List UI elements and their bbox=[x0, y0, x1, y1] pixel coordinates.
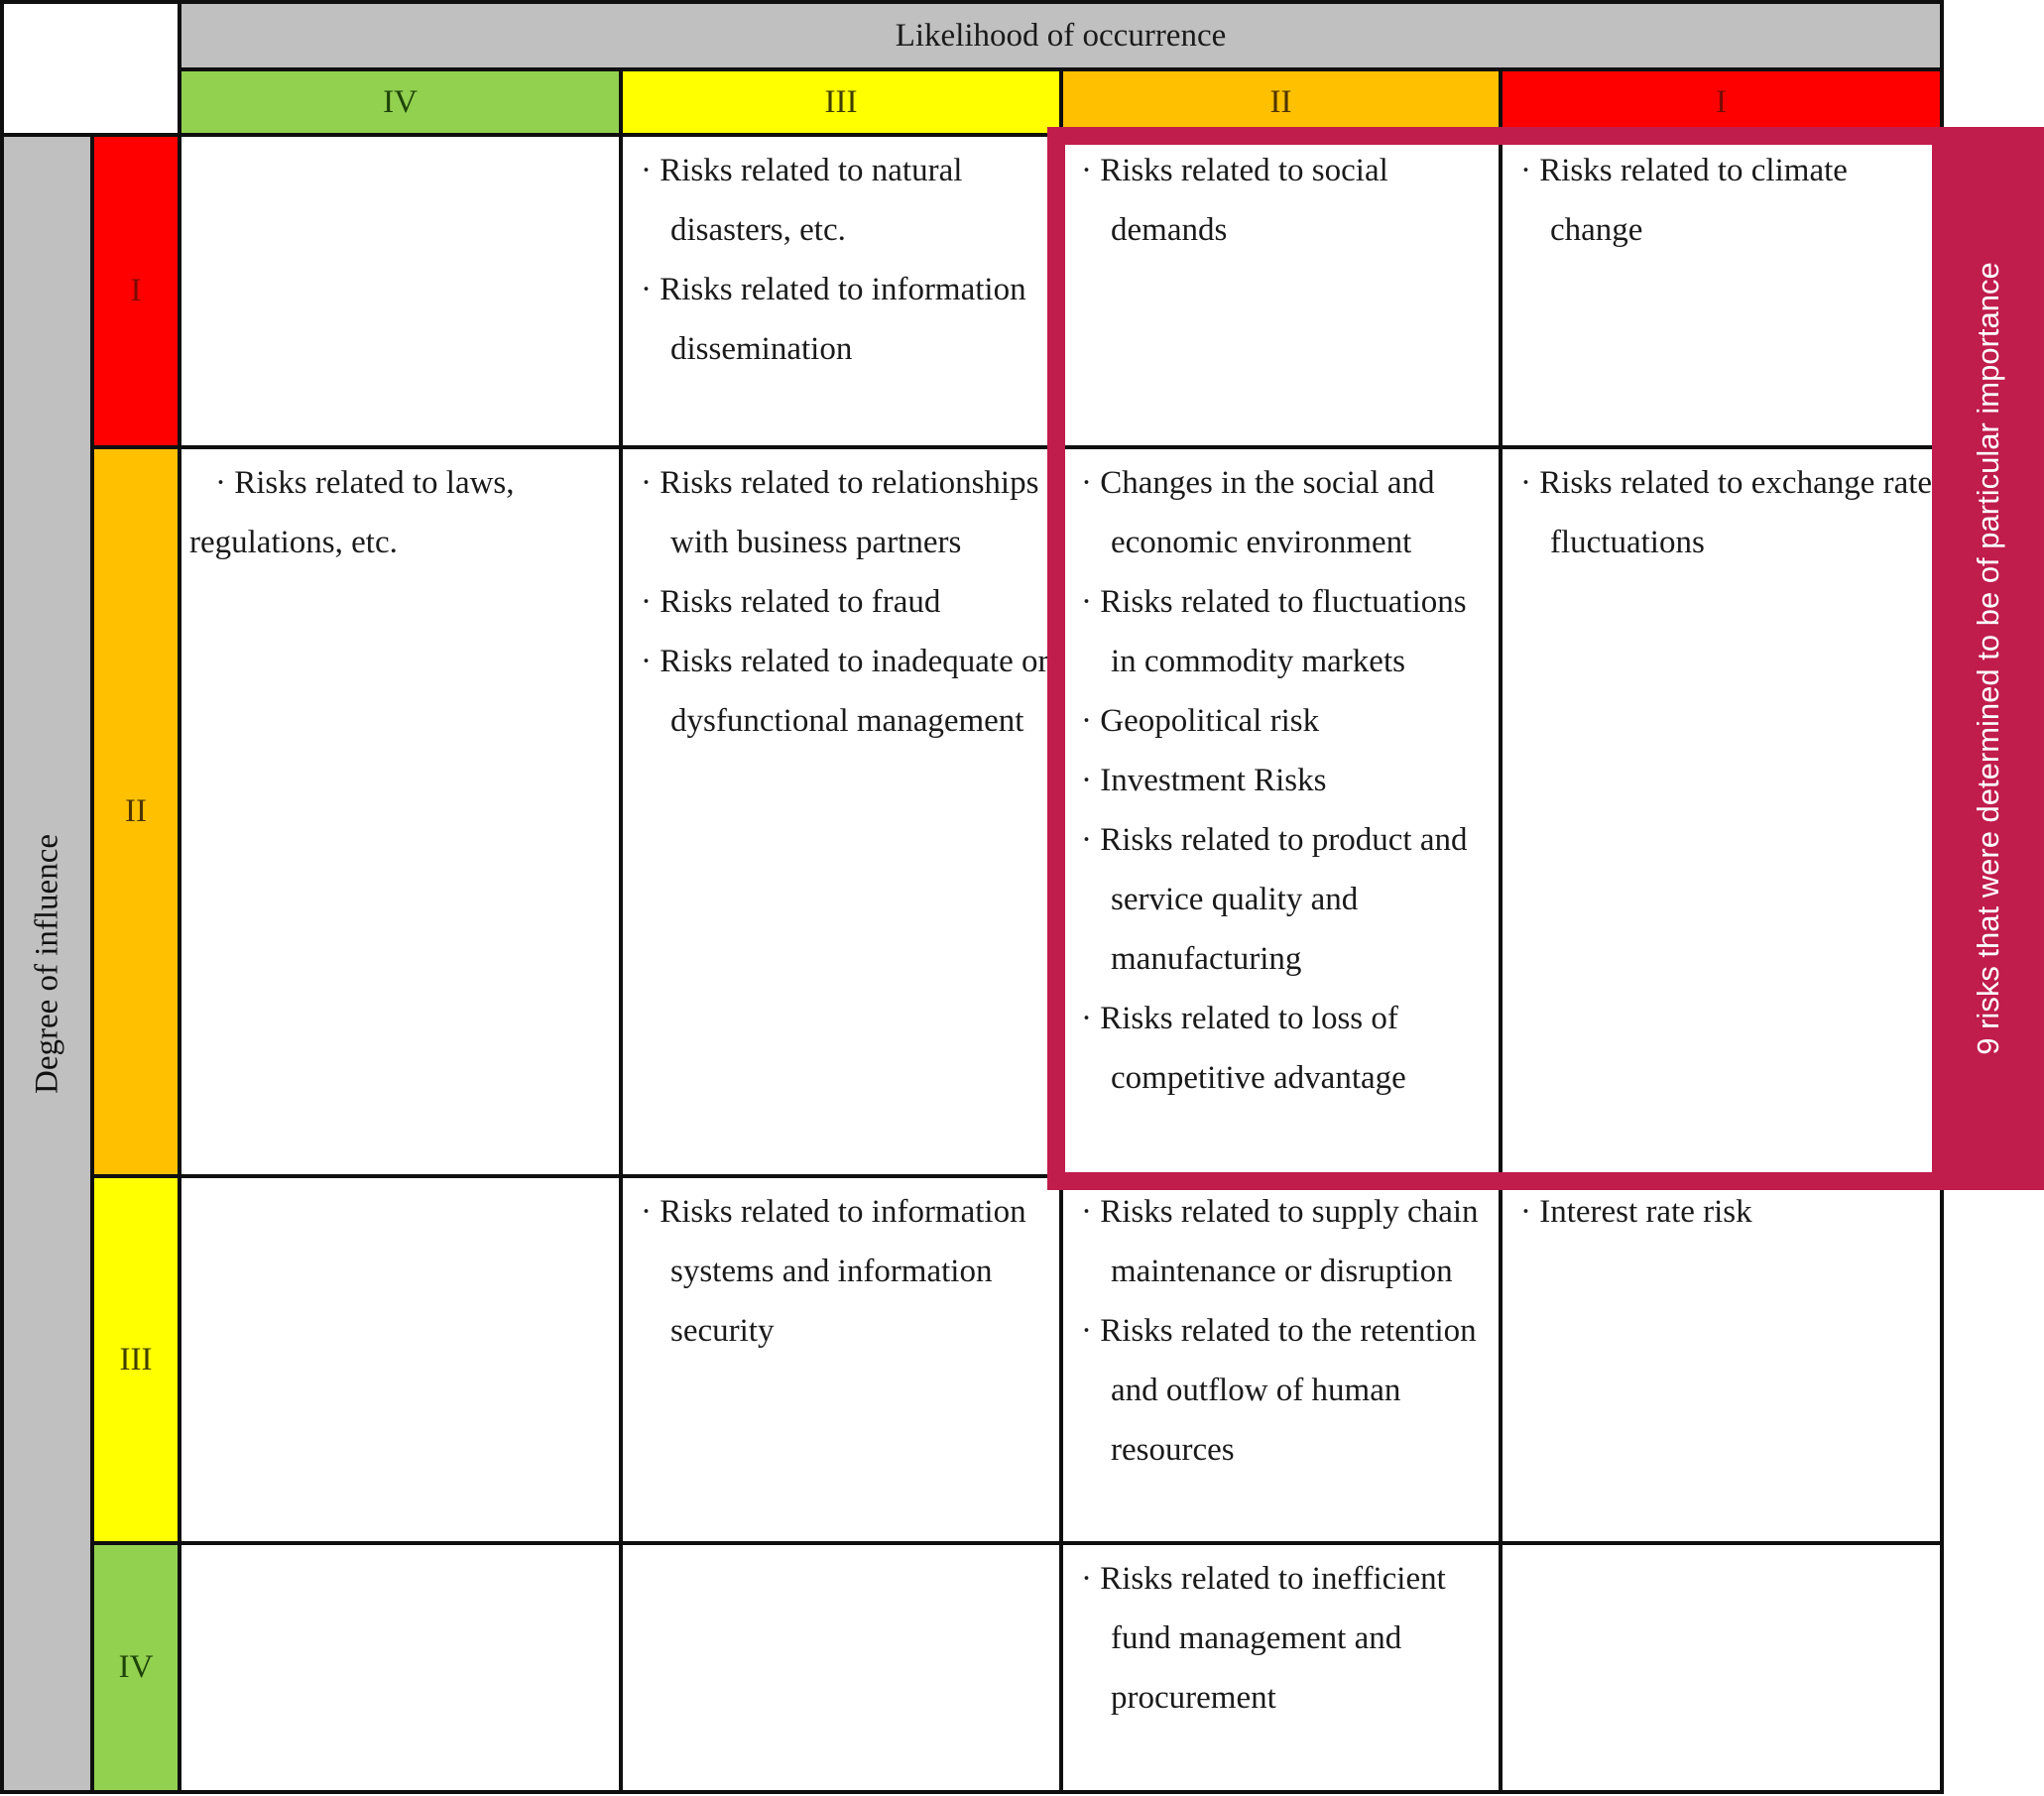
cell-influence-II-likelihood-IV: · Risks related to laws, regulations, et… bbox=[181, 449, 623, 1178]
risk-item: · Risks related to laws, regulations, et… bbox=[189, 465, 515, 560]
risk-item: · Risks related to supply chain maintena… bbox=[1081, 1194, 1479, 1289]
influence-axis-title-wrap: Degree of influence bbox=[4, 137, 90, 1790]
cell-influence-IV-likelihood-II: · Risks related to inefficient fund mana… bbox=[1063, 1545, 1503, 1794]
corner-cell bbox=[0, 0, 181, 137]
risk-item: · Geopolitical risk bbox=[1081, 703, 1320, 739]
risk-item: · Changes in the social and economic env… bbox=[1081, 465, 1435, 560]
risk-item: · Risks related to product and service q… bbox=[1081, 822, 1468, 977]
cell-influence-I-likelihood-IV bbox=[181, 137, 623, 449]
risk-item: · Risks related to exchange rate fluctua… bbox=[1520, 465, 1933, 560]
likelihood-header-I: I bbox=[1503, 71, 1944, 137]
influence-header-III: III bbox=[94, 1178, 181, 1545]
influence-axis-title: Degree of influence bbox=[29, 833, 64, 1094]
risk-item: · Risks related to information dissemina… bbox=[641, 272, 1026, 367]
cell-influence-III-likelihood-IV bbox=[181, 1178, 623, 1545]
important-risks-label: 9 risks that were determined to be of pa… bbox=[1970, 262, 2005, 1055]
risk-item: · Risks related to the retention and out… bbox=[1081, 1313, 1477, 1468]
cell-influence-II-likelihood-II: · Changes in the social and economic env… bbox=[1063, 449, 1503, 1178]
influence-header-IV: IV bbox=[94, 1545, 181, 1794]
risk-item: · Investment Risks bbox=[1081, 763, 1327, 798]
cell-influence-I-likelihood-III: · Risks related to natural disasters, et… bbox=[623, 137, 1063, 449]
cell-influence-II-likelihood-I: · Risks related to exchange rate fluctua… bbox=[1503, 449, 1944, 1178]
risk-item: · Risks related to inadequate or dysfunc… bbox=[641, 644, 1049, 739]
risk-item: · Risks related to fraud bbox=[641, 584, 941, 620]
risk-item: · Risks related to social demands bbox=[1081, 153, 1388, 248]
risk-item: · Risks related to fluctuations in commo… bbox=[1081, 584, 1467, 679]
influence-axis-title-cell: Degree of influence bbox=[0, 137, 94, 1794]
risk-item: · Risks related to information systems a… bbox=[641, 1194, 1026, 1349]
risk-item: · Risks related to natural disasters, et… bbox=[641, 153, 963, 248]
risk-item: · Risks related to climate change bbox=[1520, 153, 1848, 248]
likelihood-header-IV: IV bbox=[181, 71, 623, 137]
cell-influence-III-likelihood-III: · Risks related to information systems a… bbox=[623, 1178, 1063, 1545]
risk-item: · Risks related to inefficient fund mana… bbox=[1081, 1561, 1446, 1716]
risk-item: · Interest rate risk bbox=[1520, 1194, 1752, 1230]
risk-matrix-table: Likelihood of occurrence IV III II I Deg… bbox=[0, 0, 1944, 1794]
cell-influence-I-likelihood-II: · Risks related to social demands bbox=[1063, 137, 1503, 449]
likelihood-header-II: II bbox=[1063, 71, 1503, 137]
cell-influence-III-likelihood-II: · Risks related to supply chain maintena… bbox=[1063, 1178, 1503, 1545]
cell-influence-III-likelihood-I: · Interest rate risk bbox=[1503, 1178, 1944, 1545]
likelihood-axis-title: Likelihood of occurrence bbox=[181, 0, 1944, 71]
influence-header-I: I bbox=[94, 137, 181, 449]
risk-item: · Risks related to relationships with bu… bbox=[641, 465, 1039, 560]
cell-influence-I-likelihood-I: · Risks related to climate change bbox=[1503, 137, 1944, 449]
cell-influence-IV-likelihood-IV bbox=[181, 1545, 623, 1794]
important-risks-sidebar: 9 risks that were determined to be of pa… bbox=[1932, 127, 2044, 1190]
likelihood-header-III: III bbox=[623, 71, 1063, 137]
risk-item: · Risks related to loss of competitive a… bbox=[1081, 1001, 1406, 1096]
cell-influence-IV-likelihood-I bbox=[1503, 1545, 1944, 1794]
influence-header-II: II bbox=[94, 449, 181, 1178]
cell-influence-IV-likelihood-III bbox=[623, 1545, 1063, 1794]
cell-influence-II-likelihood-III: · Risks related to relationships with bu… bbox=[623, 449, 1063, 1178]
